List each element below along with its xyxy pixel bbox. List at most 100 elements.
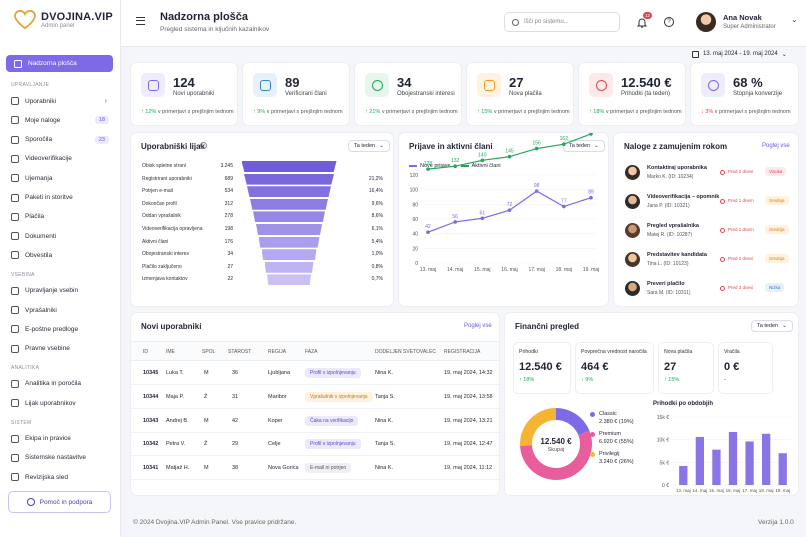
data-point[interactable] [507,208,512,212]
sidebar-item-label: Obvestila [25,251,53,259]
sidebar-item-pla-ila[interactable]: Plačila [11,210,113,224]
column-header[interactable]: DODELJEN SVETOVALEC [375,349,436,355]
chevron-down-icon: ⌄ [782,323,787,329]
sidebar-item-dashboard[interactable]: Nadzorna plošča [6,55,113,72]
data-point[interactable] [562,142,566,146]
sidebar-item-paketi-in-storitve[interactable]: Paketi in storitve [11,191,113,205]
signups-period-select[interactable]: Ta teden ⌄ [563,140,605,152]
revenue-bar[interactable] [762,433,771,485]
column-header[interactable]: REGIJA [268,349,287,355]
sidebar-item-dokumenti[interactable]: Dokumenti [11,229,113,243]
revenue-bar[interactable] [778,453,787,485]
revenue-bar[interactable] [745,441,754,485]
sidebar-item-analitika-in-poro-ila[interactable]: Analitika in poročila [11,377,113,391]
column-header[interactable]: STAROST [228,349,252,355]
finance-period-select[interactable]: Ta teden ⌄ [751,320,793,332]
search-input[interactable]: Išči po sistemu... [504,12,620,32]
priority-badge: Srednja [765,225,789,234]
data-point[interactable] [480,216,485,221]
history-icon [11,473,19,482]
data-point[interactable] [453,220,457,224]
table-row[interactable]: 10341 Matjaž H. M 38 Nova Gorica E-mail ni po… [131,457,499,481]
kpi-icon-shape [259,79,271,91]
revenue-bar[interactable] [712,449,721,485]
clock-icon [720,257,725,262]
task-item[interactable]: Preveri plačilo Sara M. (ID: 10311) Pred 3… [614,278,798,304]
sidebar-item-videoverifikacije[interactable]: Videoverifikacije [11,152,113,166]
sidebar-item-ekipa-in-pravice[interactable]: Ekipa in pravice [11,432,113,446]
help-support-button[interactable]: Pomoč in podpora [8,491,111,513]
sidebar-item-label: Ekipa in pravice [25,435,71,442]
kpi-icon-shape [371,79,383,91]
donut-slice[interactable] [556,408,590,436]
data-point[interactable] [534,189,539,193]
x-tick-label: 13. maj [420,267,436,273]
column-header[interactable]: ID [143,349,148,355]
donut-slice[interactable] [520,430,592,480]
task-item[interactable]: Predstavitev kandidata Tina L. (ID: 10123… [614,249,798,275]
info-icon[interactable]: i [200,142,207,149]
revenue-bar[interactable] [679,465,688,485]
table-row[interactable]: 10345 Luka T. M 36 Ljubljana Profil v izpolnj… [131,362,499,385]
clock-icon [720,286,725,291]
sidebar-item-upravljanje-vsebin[interactable]: Upravljanje vsebin [11,284,113,298]
sidebar-item-vpra-alniki[interactable]: Vprašalniki [11,303,113,317]
date-range-picker[interactable]: 13. maj 2024 - 19. maj 2024 ⌄ [692,48,787,60]
task-item[interactable]: Kontaktiraj uporabnika Marko K. (ID: 1023… [614,162,798,188]
sidebar-section-title: UPRAVLJANJE [11,82,50,88]
sidebar-item-obvestila[interactable]: Obvestila [11,248,113,262]
x-tick-label: 15. maj [474,267,490,273]
column-header[interactable]: FAZA [305,349,318,355]
sidebar-item-sporo-ila[interactable]: Sporočila 23 [11,133,113,147]
data-point[interactable] [562,204,566,209]
help-circle-icon[interactable]: ? [664,17,674,27]
column-header[interactable]: SPOL [202,349,216,355]
kpi-label: Verificirani člani [285,91,327,97]
table-row[interactable]: 10344 Maja P. Ž 31 Maribor Vprašalnik v izpol… [131,386,499,409]
data-point[interactable] [480,158,485,163]
mail-icon [11,325,19,334]
notifications-bell-icon[interactable]: 12 [636,12,653,28]
sidebar-item-pravne-vsebine[interactable]: Pravne vsebine [11,342,113,356]
data-label: 72 [507,202,513,208]
user-menu-chevron-icon[interactable]: ⌄ [791,15,798,24]
tasks-view-all-link[interactable]: Poglej vse [762,143,790,149]
signups-title: Prijave in aktivni člani [409,142,493,151]
funnel-row: Dokončan profil 312 9,6% [131,198,393,210]
sidebar-item-ujemanja[interactable]: Ujemanja [11,171,113,185]
funnel-period-select[interactable]: Ta teden ⌄ [348,140,390,152]
task-item[interactable]: Videoverifikacija – opomnik Jana P. (ID: … [614,191,798,217]
revenue-bar[interactable] [728,431,738,485]
funnel-bar [261,249,317,261]
kpi-card: 124 Novi uporabniki ↑ 12% v primerjavi s p… [131,63,237,125]
brand-logo[interactable]: DVOJINA.VIP Admin panel [14,10,113,30]
donut-slice[interactable] [520,408,556,446]
sidebar-item-revizijska-sled[interactable]: Revizijska sled [11,470,113,484]
kpi-value: 27 [509,75,524,90]
sidebar-item-e-po-tne-predloge[interactable]: E-poštne predloge [11,322,113,336]
table-row[interactable]: 10342 Petra V. Ž 29 Celje Profil v izpolnjeva… [131,433,499,457]
sidebar-item-moje-naloge[interactable]: Moje naloge 18 [11,113,113,127]
table-row[interactable]: 10343 Andrej B. M 42 Koper Čaka na verifikaci… [131,410,499,433]
data-point[interactable] [589,133,593,136]
data-point[interactable] [534,146,539,151]
revenue-bar[interactable] [695,436,704,485]
kpi-trend: ↓ 3% v primerjavi s prejšnjim tednom [701,109,791,115]
users-view-all-link[interactable]: Poglej vse [464,323,492,329]
data-point[interactable] [426,167,430,171]
column-header[interactable]: IME [166,349,175,355]
data-point[interactable] [507,154,512,159]
data-point[interactable] [426,230,430,234]
avatar[interactable] [696,12,716,32]
sidebar-item-lijak-uporabnikov[interactable]: Lijak uporabnikov [11,396,113,410]
column-header[interactable]: REGISTRACIJA [444,349,481,355]
menu-icon[interactable] [136,17,145,25]
table-cell: Maja P. [166,393,184,400]
data-point[interactable] [453,164,457,168]
task-item[interactable]: Pregled vprašalnika Matej R. (ID: 10287) P… [614,220,798,246]
data-point[interactable] [589,195,593,200]
chevron-down-icon: ⌄ [781,51,787,58]
sidebar-item-label: Uporabniki [25,97,57,105]
sidebar-item-sistemske-nastavitve[interactable]: Sistemske nastavitve [11,451,113,465]
sidebar-item-uporabniki[interactable]: Uporabniki › [11,94,113,108]
